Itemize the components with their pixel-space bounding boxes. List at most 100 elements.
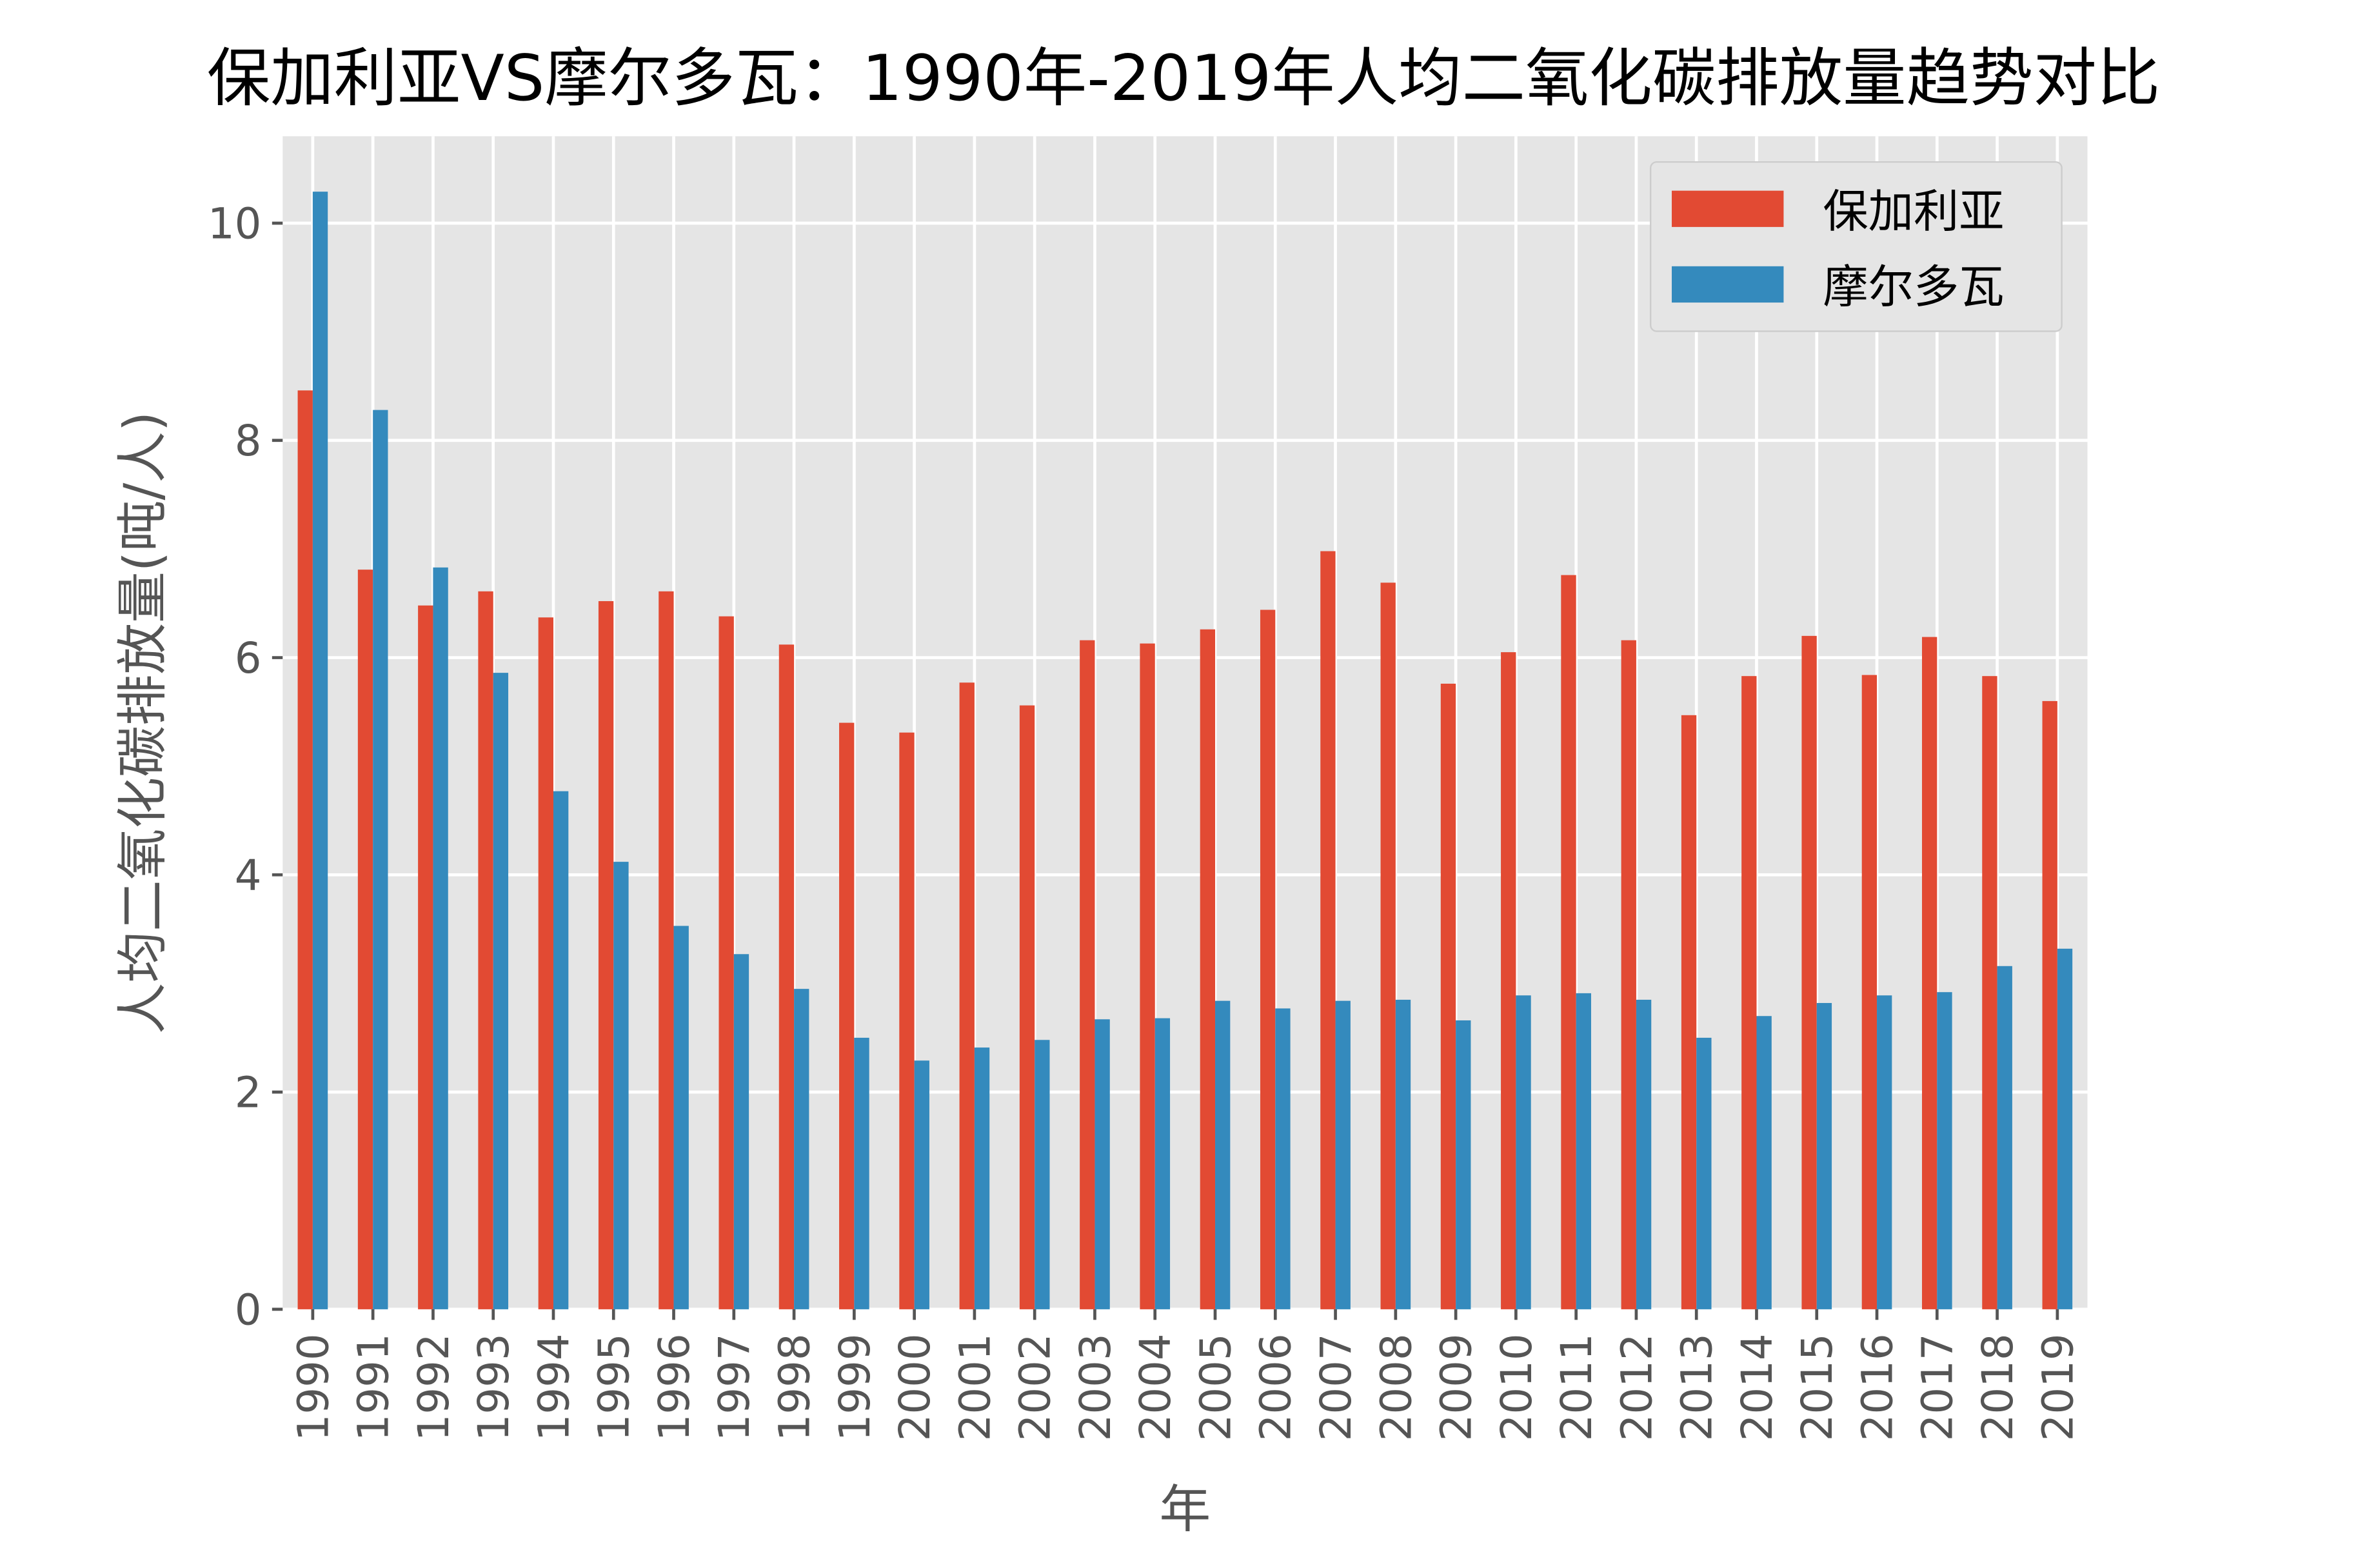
chart-title: 保加利亚VS摩尔多瓦：1990年-2019年人均二氧化碳排放量趋势对比 [207,42,2160,115]
bar-moldova-2014 [1756,1016,1772,1309]
x-tick-label: 2016 [1853,1333,1902,1441]
legend-swatch-bulgaria [1672,190,1784,227]
x-tick-label: 2013 [1673,1333,1722,1441]
x-tick-label: 2015 [1793,1333,1842,1441]
bar-moldova-1993 [493,673,509,1309]
y-tick-label: 6 [235,634,262,683]
bar-moldova-2000 [914,1060,929,1309]
y-tick-label: 4 [235,851,262,900]
x-tick-label: 1999 [831,1333,880,1441]
bar-bulgaria-2007 [1320,551,1336,1309]
y-tick-label: 0 [235,1285,262,1335]
bar-bulgaria-2006 [1260,610,1276,1309]
x-tick-label: 2010 [1492,1333,1541,1441]
x-tick-label: 2000 [891,1333,940,1441]
bar-moldova-2001 [974,1047,990,1309]
x-tick-label: 1994 [530,1333,579,1441]
bar-moldova-2019 [2057,948,2073,1309]
bar-bulgaria-2005 [1200,629,1216,1309]
bar-bulgaria-2008 [1380,582,1396,1309]
bar-moldova-1998 [794,989,809,1309]
bar-bulgaria-2011 [1561,575,1576,1309]
bar-bulgaria-1994 [538,617,553,1309]
bar-bulgaria-1990 [297,390,313,1309]
legend-label-bulgaria: 保加利亚 [1823,185,2004,238]
bar-moldova-2017 [1937,992,1952,1309]
bar-bulgaria-2018 [1982,676,1997,1309]
bar-bulgaria-2000 [899,732,915,1309]
x-tick-label: 1998 [771,1333,820,1441]
bar-bulgaria-1999 [839,722,855,1309]
bar-bulgaria-2004 [1140,643,1155,1309]
bar-bulgaria-2016 [1861,675,1877,1309]
bar-bulgaria-1995 [598,600,614,1309]
bar-moldova-2006 [1275,1008,1291,1309]
x-tick-label: 2017 [1914,1333,1963,1441]
x-tick-label: 1991 [350,1333,399,1441]
y-tick-label: 2 [235,1069,262,1118]
bar-bulgaria-2001 [959,682,975,1309]
bar-moldova-2013 [1696,1037,1712,1309]
x-tick-label: 1993 [470,1333,519,1441]
x-tick-label: 2002 [1011,1333,1060,1441]
bar-moldova-2018 [1997,966,2012,1309]
x-tick-label: 2012 [1612,1333,1661,1441]
bar-moldova-2011 [1576,993,1591,1309]
bar-moldova-2005 [1215,1000,1231,1309]
bar-moldova-2002 [1035,1040,1050,1309]
x-tick-label: 1996 [650,1333,699,1441]
x-tick-label: 1990 [289,1333,338,1441]
x-tick-label: 2008 [1372,1333,1421,1441]
x-tick-label: 2014 [1733,1333,1782,1441]
bar-bulgaria-2015 [1801,635,1817,1309]
x-tick-label: 1995 [590,1333,639,1441]
bar-bulgaria-2019 [2042,700,2057,1309]
bar-bulgaria-1996 [659,591,674,1309]
x-tick-label: 2001 [951,1333,1000,1441]
bar-moldova-2007 [1335,1000,1351,1309]
x-tick-label: 2006 [1252,1333,1301,1441]
y-axis-label: 人均二氧化碳排放量(吨/人) [112,412,172,1034]
y-tick-label: 10 [208,199,262,248]
bar-moldova-2004 [1154,1018,1171,1309]
x-axis-label: 年 [1160,1479,1211,1539]
x-tick-label: 1992 [410,1333,459,1441]
y-tick-label: 8 [235,417,262,466]
bar-moldova-2016 [1877,995,1892,1309]
bar-bulgaria-1991 [357,570,373,1309]
x-tick-label: 2007 [1312,1333,1361,1441]
bar-bulgaria-2003 [1080,640,1095,1309]
x-tick-label: 1997 [710,1333,759,1441]
x-tick-label: 2018 [1974,1333,2023,1441]
bar-moldova-1995 [613,862,629,1309]
legend-swatch-moldova [1672,266,1784,303]
x-tick-label: 2019 [2034,1333,2083,1441]
x-tick-label: 2004 [1131,1333,1180,1441]
bar-moldova-1999 [854,1037,869,1309]
bar-bulgaria-1998 [778,644,795,1309]
bar-moldova-1990 [312,192,328,1309]
bar-bulgaria-1997 [718,616,734,1309]
legend-label-moldova: 摩尔多瓦 [1823,261,2004,313]
bar-moldova-2015 [1816,1003,1832,1309]
bar-moldova-1997 [733,954,749,1309]
bar-moldova-1992 [433,567,448,1309]
x-tick-label: 2009 [1432,1333,1481,1441]
bar-bulgaria-2017 [1921,637,1937,1309]
bar-bulgaria-2014 [1741,676,1757,1309]
bar-moldova-2012 [1636,999,1652,1309]
bar-moldova-2003 [1095,1019,1110,1309]
x-tick-label: 2003 [1071,1333,1120,1441]
x-tick-label: 2005 [1191,1333,1240,1441]
bar-moldova-2008 [1395,999,1411,1309]
bar-bulgaria-1993 [478,591,493,1309]
bar-moldova-2009 [1456,1020,1471,1309]
bar-bulgaria-2010 [1501,652,1516,1309]
bar-moldova-1994 [553,791,569,1309]
legend: 保加利亚 摩尔多瓦 [1650,161,2063,332]
bar-bulgaria-2013 [1681,715,1697,1309]
bar-moldova-1991 [373,410,388,1309]
bar-bulgaria-2002 [1019,705,1035,1309]
bar-bulgaria-2012 [1621,640,1636,1309]
